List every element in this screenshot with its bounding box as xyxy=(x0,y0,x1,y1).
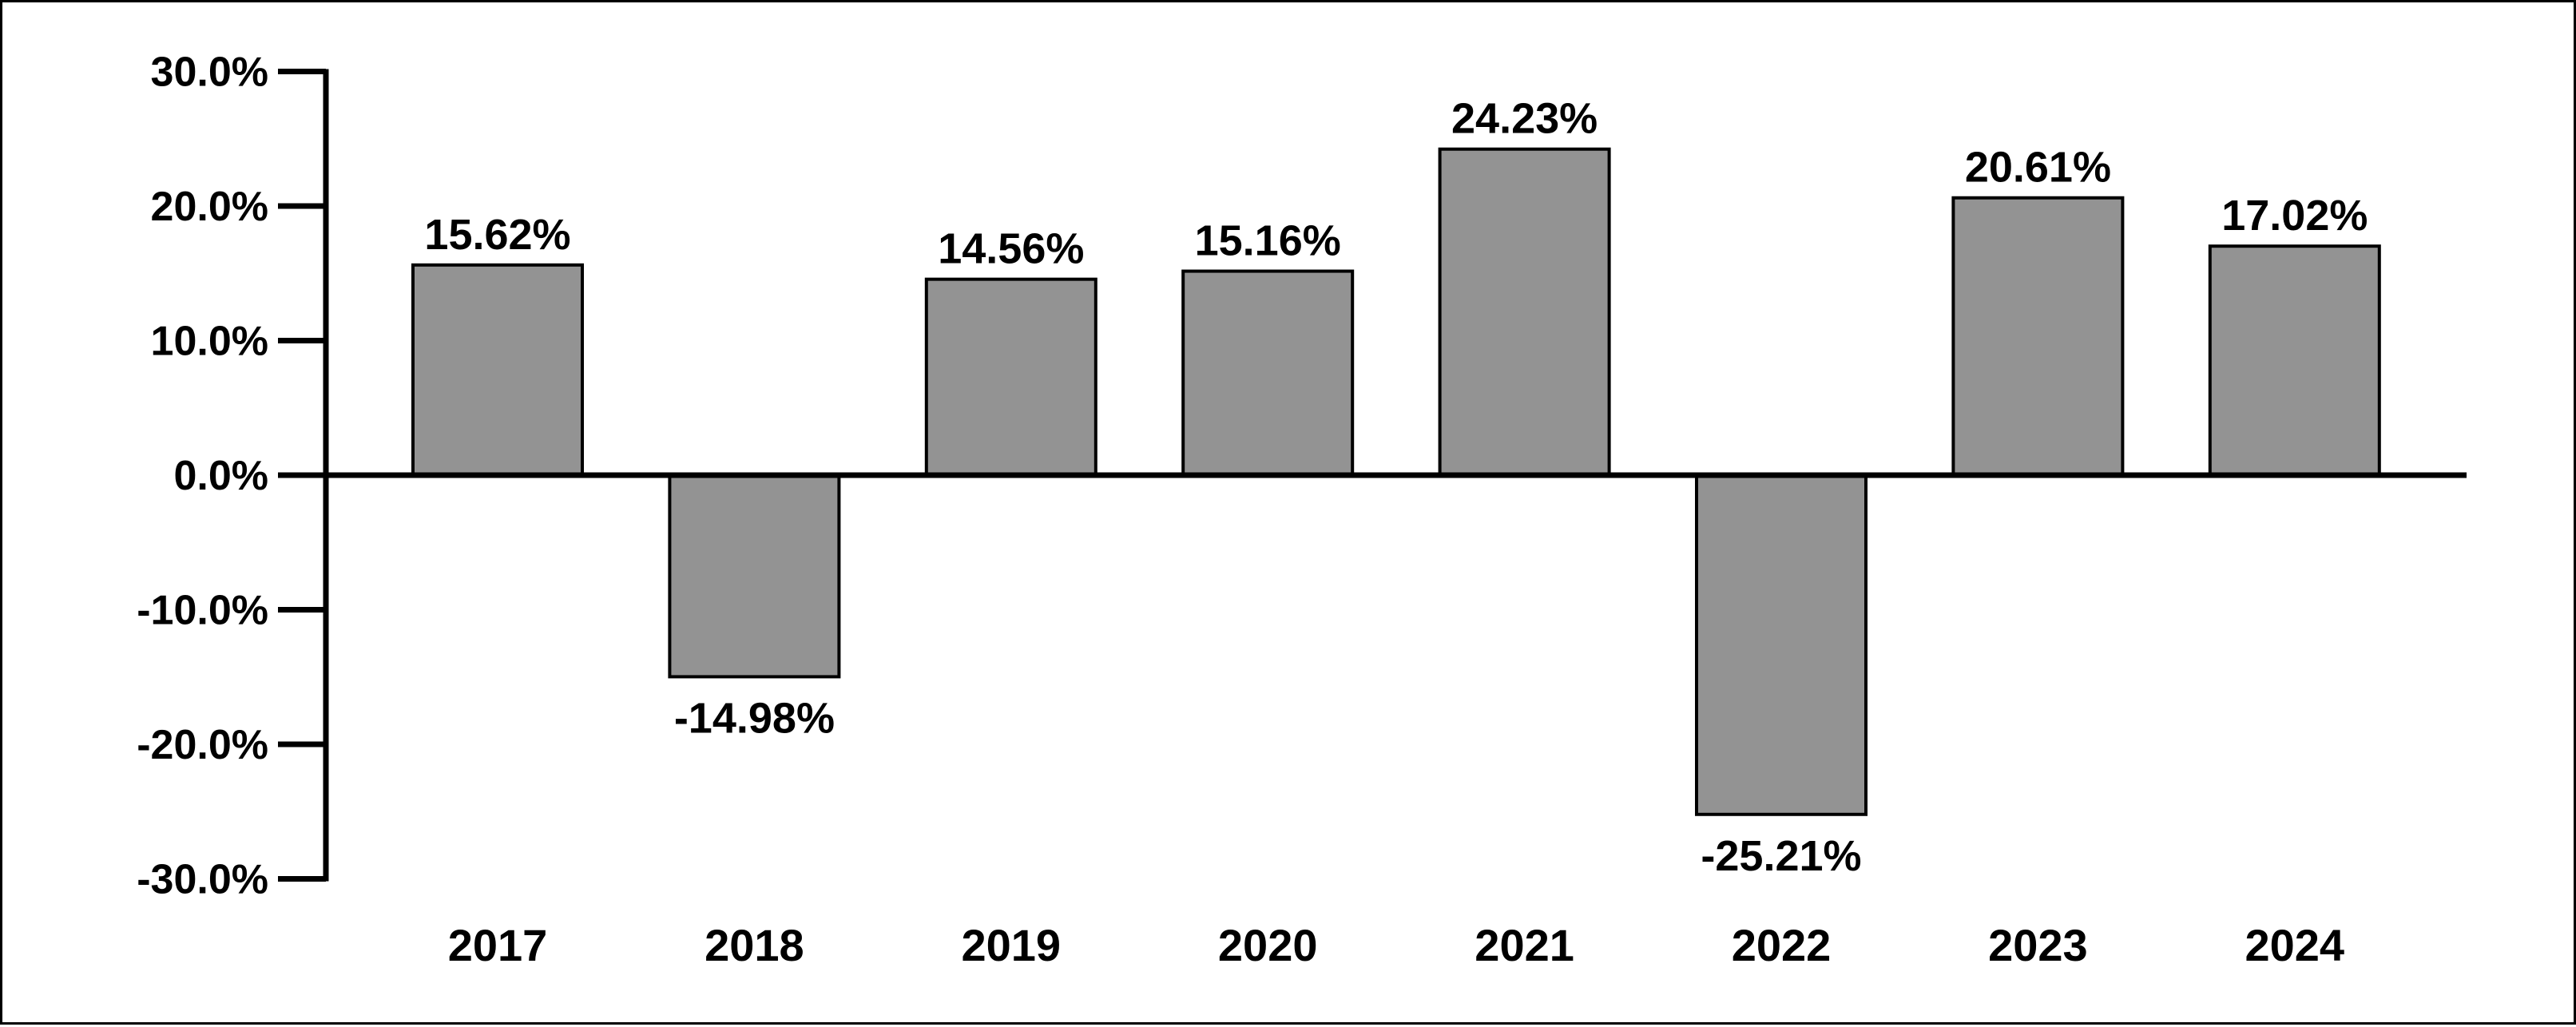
data-label-2018: -14.98% xyxy=(674,694,835,742)
data-label-2021: 24.23% xyxy=(1451,95,1598,143)
data-labels: 15.62% -14.98% 14.56% 15.16% 24.23% -25.21% 20… xyxy=(424,95,2368,880)
y-tick-label: 20.0% xyxy=(151,184,268,230)
x-tick-label-2017: 2017 xyxy=(448,920,548,970)
bar-2022 xyxy=(1695,474,1868,816)
bar-2021 xyxy=(1438,147,1611,478)
y-axis: 30.0% 20.0% 10.0% 0.0% -10.0% -20.0% -30.0% xyxy=(137,50,329,903)
x-tick-label-2024: 2024 xyxy=(2245,920,2345,970)
bar-2024 xyxy=(2208,244,2381,477)
data-label-2024: 17.02% xyxy=(2221,192,2368,240)
bar-2018 xyxy=(668,474,841,679)
data-label-2019: 14.56% xyxy=(938,225,1084,273)
x-tick-label-2019: 2019 xyxy=(962,920,1062,970)
data-label-2017: 15.62% xyxy=(424,211,570,259)
x-tick-label-2023: 2023 xyxy=(1988,920,2088,970)
y-tick-label: -30.0% xyxy=(137,857,268,903)
x-tick-label-2020: 2020 xyxy=(1218,920,1318,970)
y-tick-label: 10.0% xyxy=(151,319,268,365)
bar-2019 xyxy=(924,277,1097,477)
y-tick-label: 0.0% xyxy=(173,453,268,499)
bars xyxy=(411,147,2381,816)
bar-2020 xyxy=(1181,269,1355,477)
data-label-2022: -25.21% xyxy=(1701,832,1861,880)
x-tick-label-2022: 2022 xyxy=(1732,920,1832,970)
x-axis-labels: 2017 2018 2019 2020 2021 2022 2023 2024 xyxy=(448,920,2344,970)
x-tick-label-2018: 2018 xyxy=(705,920,804,970)
y-tick-label: -20.0% xyxy=(137,722,268,768)
data-label-2023: 20.61% xyxy=(1965,144,2111,192)
y-tick-label: 30.0% xyxy=(151,50,268,96)
x-tick-label-2021: 2021 xyxy=(1475,920,1574,970)
data-label-2020: 15.16% xyxy=(1195,217,1341,265)
bar-2017 xyxy=(411,263,584,477)
y-tick-label: -10.0% xyxy=(137,588,268,634)
bar-2023 xyxy=(1951,196,2125,477)
